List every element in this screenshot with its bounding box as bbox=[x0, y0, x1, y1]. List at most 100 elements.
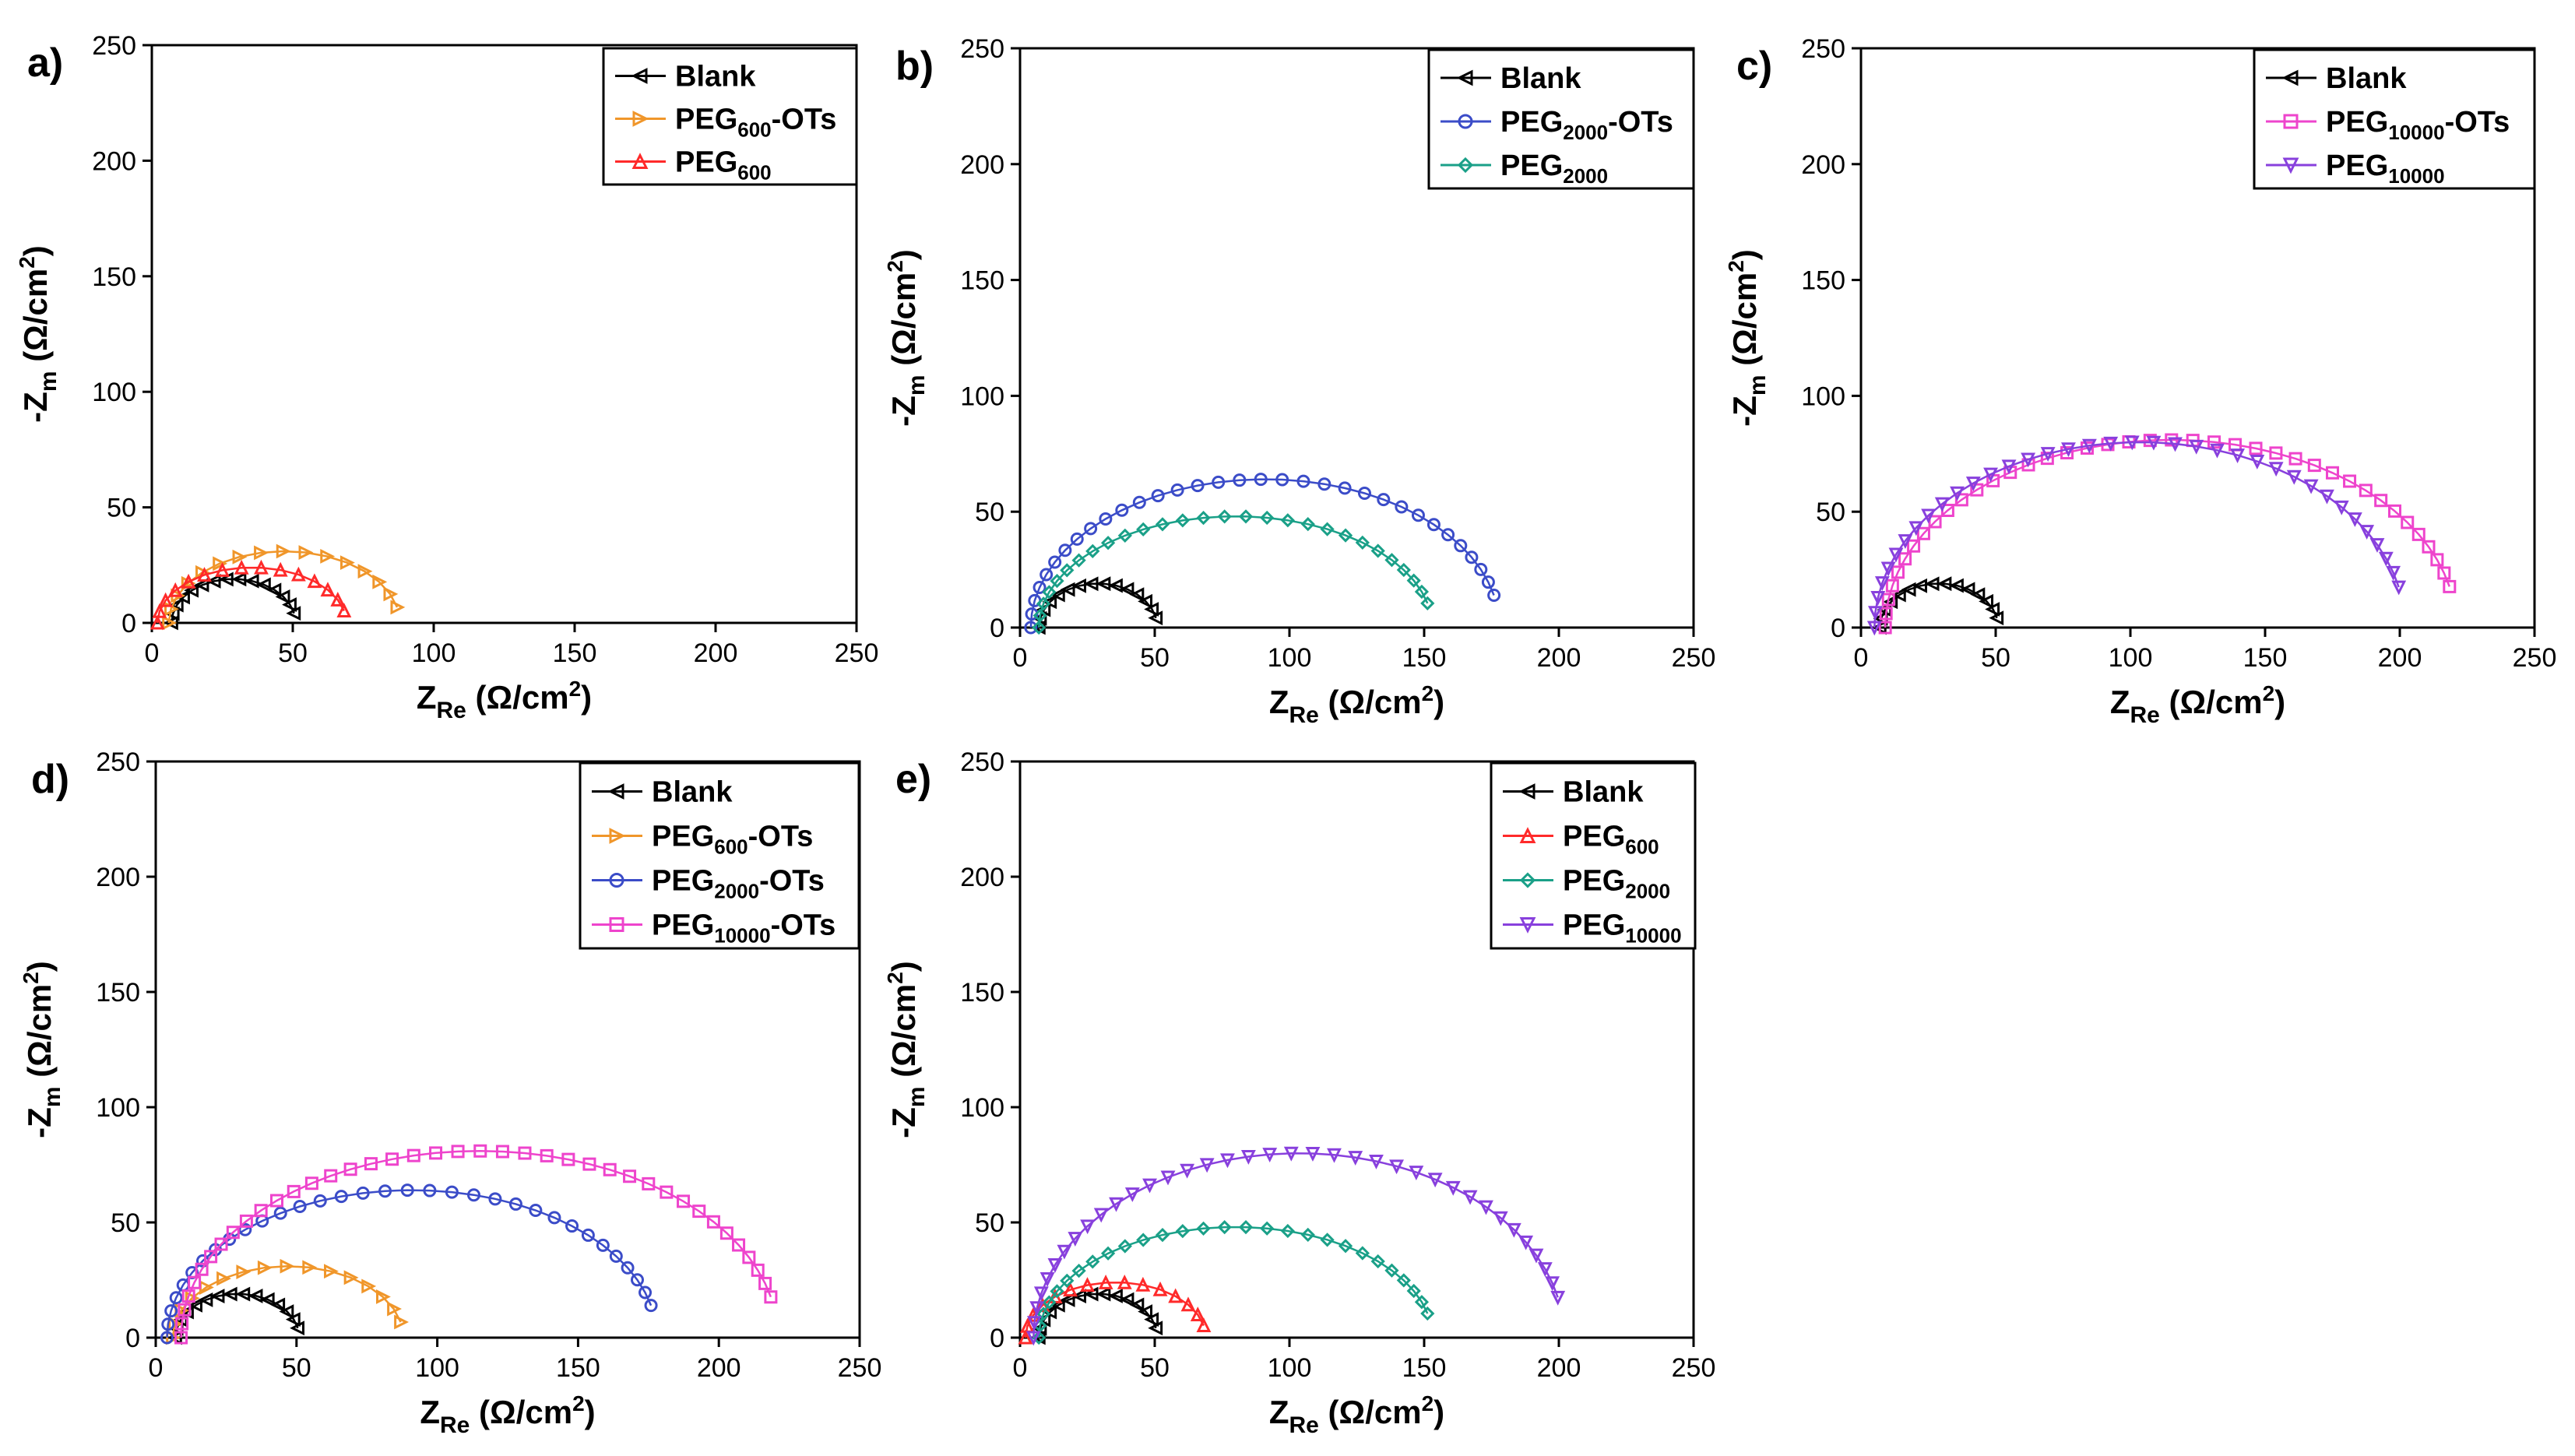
data-point bbox=[2250, 454, 2265, 470]
data-point bbox=[581, 1228, 595, 1242]
x-axis-title: ZRe (Ω/cm2) bbox=[1269, 1391, 1444, 1438]
data-point bbox=[1545, 1276, 1560, 1292]
x-tick-label: 0 bbox=[145, 638, 160, 668]
data-point bbox=[1124, 1187, 1140, 1202]
data-point bbox=[1414, 584, 1430, 600]
data-point bbox=[1148, 610, 1163, 626]
fit-line bbox=[166, 1189, 653, 1338]
data-point bbox=[266, 582, 282, 598]
data-point bbox=[1132, 495, 1146, 509]
data-point bbox=[1039, 568, 1054, 582]
legend-label: PEG2000​ bbox=[1563, 865, 1670, 903]
legend-label: PEG10000-OTs bbox=[2326, 106, 2510, 144]
data-point bbox=[406, 1148, 420, 1162]
legend-marker bbox=[2282, 157, 2299, 174]
data-point bbox=[269, 1194, 283, 1208]
data-point bbox=[1275, 473, 1289, 487]
legend-marker bbox=[2281, 69, 2299, 86]
data-point bbox=[320, 549, 336, 564]
data-point bbox=[1063, 1282, 1078, 1297]
data-point bbox=[343, 1270, 359, 1285]
data-point bbox=[1300, 517, 1315, 532]
x-tick-label: 150 bbox=[556, 1353, 600, 1383]
data-point bbox=[1042, 1295, 1057, 1310]
legend-label: Blank bbox=[1500, 62, 1581, 95]
data-point bbox=[1389, 1159, 1404, 1175]
data-point bbox=[751, 1263, 765, 1277]
data-point bbox=[2189, 439, 2204, 455]
fit-line bbox=[1037, 515, 1429, 628]
data-point bbox=[1117, 1239, 1132, 1254]
data-point bbox=[1940, 504, 1954, 518]
fit-line bbox=[180, 1149, 772, 1338]
data-point bbox=[1115, 503, 1129, 517]
data-point bbox=[181, 1289, 195, 1303]
data-point bbox=[1338, 481, 1352, 495]
data-point bbox=[1050, 587, 1065, 603]
data-point bbox=[1934, 497, 1950, 512]
y-axis-title: -Zm (Ω/cm2) bbox=[883, 961, 930, 1138]
data-point bbox=[1042, 1304, 1057, 1320]
data-point bbox=[1199, 1158, 1215, 1173]
data-point bbox=[508, 1197, 522, 1211]
data-point bbox=[1880, 561, 1896, 577]
data-point bbox=[1093, 1208, 1109, 1223]
data-point bbox=[1300, 1227, 1315, 1243]
data-point bbox=[2422, 540, 2436, 554]
y-tick-label: 250 bbox=[92, 31, 136, 61]
data-point bbox=[390, 600, 406, 615]
data-point bbox=[1908, 521, 1924, 536]
x-tick-label: 50 bbox=[1981, 643, 2010, 673]
data-point bbox=[215, 561, 230, 577]
x-tick-label: 200 bbox=[2378, 643, 2422, 673]
legend-marker bbox=[1457, 157, 1474, 174]
data-point bbox=[204, 1250, 218, 1264]
data-point bbox=[298, 545, 314, 560]
data-point bbox=[164, 1304, 178, 1318]
data-point bbox=[1138, 1304, 1153, 1319]
data-point bbox=[343, 1162, 357, 1176]
y-tick-label: 0 bbox=[990, 1324, 1004, 1353]
data-point bbox=[160, 1331, 174, 1345]
x-tick-label: 100 bbox=[415, 1353, 459, 1383]
legend: Blank PEG600-OTs PEG600​ bbox=[602, 47, 858, 186]
data-point bbox=[631, 1273, 645, 1287]
data-point bbox=[1320, 1233, 1335, 1247]
y-tick-label: 100 bbox=[960, 382, 1004, 411]
legend-marker bbox=[609, 828, 626, 844]
y-tick-label: 50 bbox=[107, 494, 136, 523]
data-point bbox=[313, 1194, 327, 1208]
panel-label: a) bbox=[27, 40, 63, 86]
data-point bbox=[488, 1192, 502, 1206]
data-point bbox=[214, 1237, 228, 1251]
data-point bbox=[1950, 486, 1965, 501]
data-point bbox=[2386, 565, 2401, 581]
data-point bbox=[692, 1205, 706, 1219]
data-point bbox=[1338, 1239, 1353, 1254]
data-point bbox=[1985, 602, 2000, 617]
data-point bbox=[540, 1148, 554, 1162]
y-axis-title: -Zm (Ω/cm2) bbox=[1724, 249, 1771, 427]
data-point bbox=[357, 564, 373, 579]
legend-marker bbox=[1519, 917, 1536, 934]
data-point bbox=[1117, 528, 1132, 543]
data-point bbox=[2288, 452, 2302, 466]
chart-panel-e: e) 0 50 100 150 200 250 0 50 100 150 200 250 ZRe (Ω/c… bbox=[883, 747, 1715, 1438]
data-point bbox=[1238, 509, 1254, 524]
data-point bbox=[706, 1215, 720, 1229]
legend-label: Blank bbox=[675, 61, 756, 93]
y-tick-label: 250 bbox=[960, 34, 1004, 64]
data-point bbox=[280, 1258, 295, 1274]
x-tick-label: 150 bbox=[1402, 1353, 1447, 1383]
data-point bbox=[742, 1250, 756, 1264]
data-point bbox=[603, 1162, 617, 1176]
data-point bbox=[254, 1204, 268, 1218]
data-point bbox=[2207, 435, 2221, 449]
data-point bbox=[1445, 1180, 1461, 1196]
legend-marker bbox=[609, 917, 624, 932]
series-PEG2000-OTs bbox=[1024, 473, 1501, 635]
series-PEG2000 bbox=[1032, 509, 1435, 635]
x-tick-label: 0 bbox=[1013, 643, 1028, 673]
data-point bbox=[495, 1145, 509, 1159]
data-point bbox=[1151, 489, 1165, 503]
